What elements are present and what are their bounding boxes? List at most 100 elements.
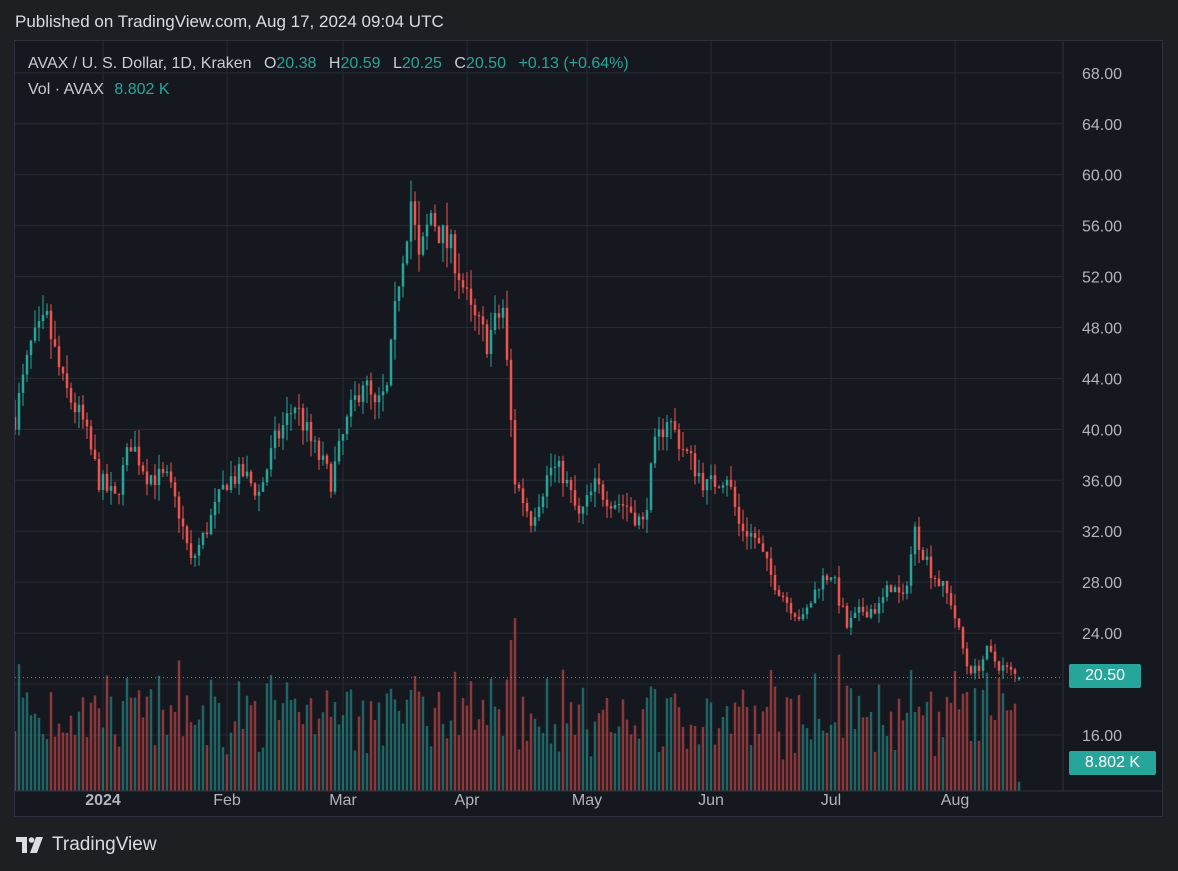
candle-body xyxy=(497,313,501,318)
candle-body xyxy=(429,213,433,225)
candle-body xyxy=(865,611,869,618)
volume-bar xyxy=(357,716,361,791)
volume-bar xyxy=(93,695,97,791)
candle-body xyxy=(861,606,865,612)
volume-bar xyxy=(37,717,41,791)
volume-bar xyxy=(461,697,465,791)
volume-bar xyxy=(105,675,109,791)
candle-body xyxy=(653,436,657,464)
volume-bar xyxy=(773,686,777,791)
candlestick-chart[interactable]: 16.00 24.00 28.00 32.00 36.00 40.00 44.00 48.00… xyxy=(15,41,1162,816)
candle-body xyxy=(625,505,629,507)
volume-bar xyxy=(301,724,305,791)
symbol-label[interactable]: AVAX / U. S. Dollar, 1D, Kraken xyxy=(28,55,252,72)
candle-body xyxy=(253,483,257,496)
volume-bar xyxy=(661,746,665,791)
volume-bar xyxy=(185,695,189,791)
candle-body xyxy=(741,523,745,531)
candle-body xyxy=(141,465,145,472)
volume-bar xyxy=(957,709,961,791)
candle-body xyxy=(937,578,941,586)
candle-body xyxy=(49,310,53,340)
candle-body xyxy=(425,224,429,237)
candle-body xyxy=(157,468,161,486)
candle-body xyxy=(397,286,401,302)
volume-bar xyxy=(969,741,973,791)
volume-bar xyxy=(49,692,53,791)
volume-bar xyxy=(801,724,805,791)
candle-body xyxy=(349,399,353,417)
candle-body xyxy=(737,506,741,524)
volume-bar xyxy=(397,710,401,791)
volume-bar xyxy=(1001,693,1005,791)
candle-body xyxy=(833,577,837,579)
volume-bar xyxy=(129,697,133,791)
candle-body xyxy=(909,554,913,586)
candle-body xyxy=(721,485,725,488)
candle-body xyxy=(201,532,205,545)
volume-bar xyxy=(901,720,905,791)
candle-body xyxy=(905,585,909,594)
volume-bar xyxy=(1013,703,1017,791)
chart-panel[interactable]: 16.00 24.00 28.00 32.00 36.00 40.00 44.00 48.00… xyxy=(14,40,1163,817)
volume-bar xyxy=(629,734,633,791)
candle-body xyxy=(897,587,901,593)
candle-body xyxy=(525,503,529,512)
volume-bar xyxy=(433,707,437,791)
candle-body xyxy=(881,597,885,604)
candle-body xyxy=(693,453,697,477)
candle-body xyxy=(617,504,621,506)
volume-bar xyxy=(857,695,861,791)
candle-body xyxy=(805,607,809,615)
candle-body xyxy=(561,460,565,484)
volume-bar xyxy=(961,693,965,791)
candle-body xyxy=(477,315,481,317)
volume-bar xyxy=(385,693,389,791)
volume-bar xyxy=(761,711,765,791)
candle-body xyxy=(309,422,313,442)
volume-bar xyxy=(193,724,197,791)
candle-body xyxy=(537,506,541,518)
candle-body xyxy=(585,495,589,507)
candle-body xyxy=(893,587,897,593)
volume-bar xyxy=(785,697,789,791)
candle-body xyxy=(361,385,365,403)
candle-body xyxy=(1001,665,1005,671)
candle-body xyxy=(153,475,157,486)
axes: 16.00 24.00 28.00 32.00 36.00 40.00 44.00 48.00… xyxy=(15,41,1162,809)
volume-bars xyxy=(15,618,1021,791)
volume-bar xyxy=(569,702,573,791)
volume-bar xyxy=(149,689,153,791)
volume-bar xyxy=(653,688,657,791)
candle-body xyxy=(105,473,109,491)
candle-body xyxy=(145,471,149,485)
volume-bar xyxy=(89,702,93,791)
volume-bar xyxy=(837,654,841,791)
volume-bar xyxy=(381,745,385,791)
volume-bar xyxy=(513,618,517,791)
volume-label[interactable]: Vol · AVAX xyxy=(28,81,104,98)
volume-bar xyxy=(1005,710,1009,791)
volume-bar xyxy=(229,732,233,791)
candle-body xyxy=(673,421,677,430)
volume-bar xyxy=(361,700,365,791)
candle-body xyxy=(389,339,393,386)
candle-body xyxy=(137,446,141,466)
volume-bar xyxy=(793,752,797,791)
volume-bar xyxy=(541,733,545,791)
y-tick-label: 48.00 xyxy=(1082,321,1122,338)
candle-body xyxy=(793,613,797,617)
volume-bar xyxy=(257,751,261,791)
volume-bar xyxy=(729,733,733,791)
tradingview-brand[interactable]: TradingView xyxy=(16,834,157,856)
candle-body xyxy=(785,597,789,604)
candle-body xyxy=(373,394,377,403)
candle-body xyxy=(329,463,333,492)
volume-bar xyxy=(797,695,801,791)
volume-bar xyxy=(329,716,333,791)
y-tick-label: 28.00 xyxy=(1082,575,1122,592)
candle-body xyxy=(261,482,265,492)
candle-body xyxy=(789,603,793,614)
candle-body xyxy=(989,645,993,652)
candle-body xyxy=(641,516,645,520)
